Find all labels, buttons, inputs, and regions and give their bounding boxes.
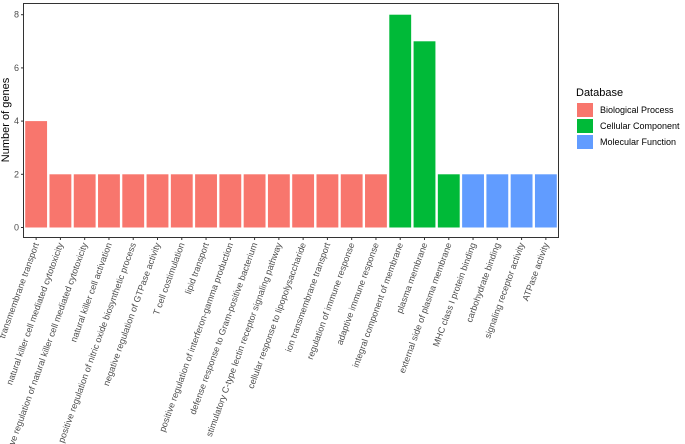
legend-title: Database: [576, 87, 623, 99]
legend-swatch: [577, 103, 593, 117]
y-axis-title: Number of genes: [0, 77, 12, 162]
legend-swatch: [577, 135, 593, 149]
bar: [510, 174, 533, 228]
legend-label: Biological Process: [600, 105, 674, 115]
bar: [219, 174, 242, 228]
legend: Database Biological Process Cellular Comp…: [576, 87, 680, 149]
y-tick-label: 6: [14, 63, 19, 73]
bar: [365, 174, 387, 228]
bar: [195, 174, 217, 228]
y-tick-label: 2: [14, 169, 19, 179]
x-tick-label: lipid transport: [183, 241, 211, 296]
bar: [486, 174, 509, 228]
y-tick-label: 4: [14, 116, 19, 126]
bar: [292, 174, 315, 228]
bar: [98, 174, 120, 228]
bar: [49, 174, 72, 228]
y-axis: 0 2 4 6 8: [14, 10, 24, 233]
bar: [122, 174, 145, 228]
legend-label: Cellular Component: [600, 121, 680, 131]
bar: [534, 174, 557, 228]
bar: [25, 121, 48, 228]
bar: [462, 174, 484, 228]
y-tick-label: 8: [14, 10, 19, 20]
bar: [316, 174, 339, 228]
bar: [146, 174, 169, 228]
legend-label: Molecular Function: [600, 137, 676, 147]
x-tick-label: ATPase activity: [520, 241, 551, 303]
bar: [73, 174, 96, 228]
bar: [389, 14, 412, 228]
x-tick-label: ion transmembrane transport: [283, 241, 332, 353]
y-tick-label: 0: [14, 223, 19, 233]
bar: [413, 41, 436, 228]
bar: [267, 174, 290, 228]
bar: [243, 174, 266, 228]
legend-swatch: [577, 119, 593, 133]
bar: [170, 174, 193, 228]
bars-group: [25, 14, 557, 228]
bar: [340, 174, 363, 228]
bar: [437, 174, 460, 228]
